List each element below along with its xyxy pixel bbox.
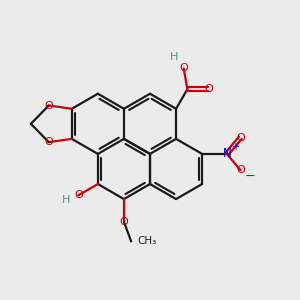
Text: O: O	[44, 137, 53, 147]
Text: O: O	[44, 100, 53, 110]
Text: O: O	[236, 133, 245, 143]
Text: O: O	[120, 217, 128, 226]
Text: CH₃: CH₃	[137, 236, 156, 246]
Text: N: N	[222, 147, 231, 161]
Text: O: O	[179, 64, 188, 74]
Text: −: −	[244, 169, 255, 182]
Text: O: O	[236, 165, 245, 175]
Text: O: O	[204, 84, 213, 94]
Text: H: H	[170, 52, 178, 62]
Text: +: +	[231, 142, 239, 152]
Text: H: H	[61, 195, 70, 205]
Text: O: O	[74, 190, 83, 200]
